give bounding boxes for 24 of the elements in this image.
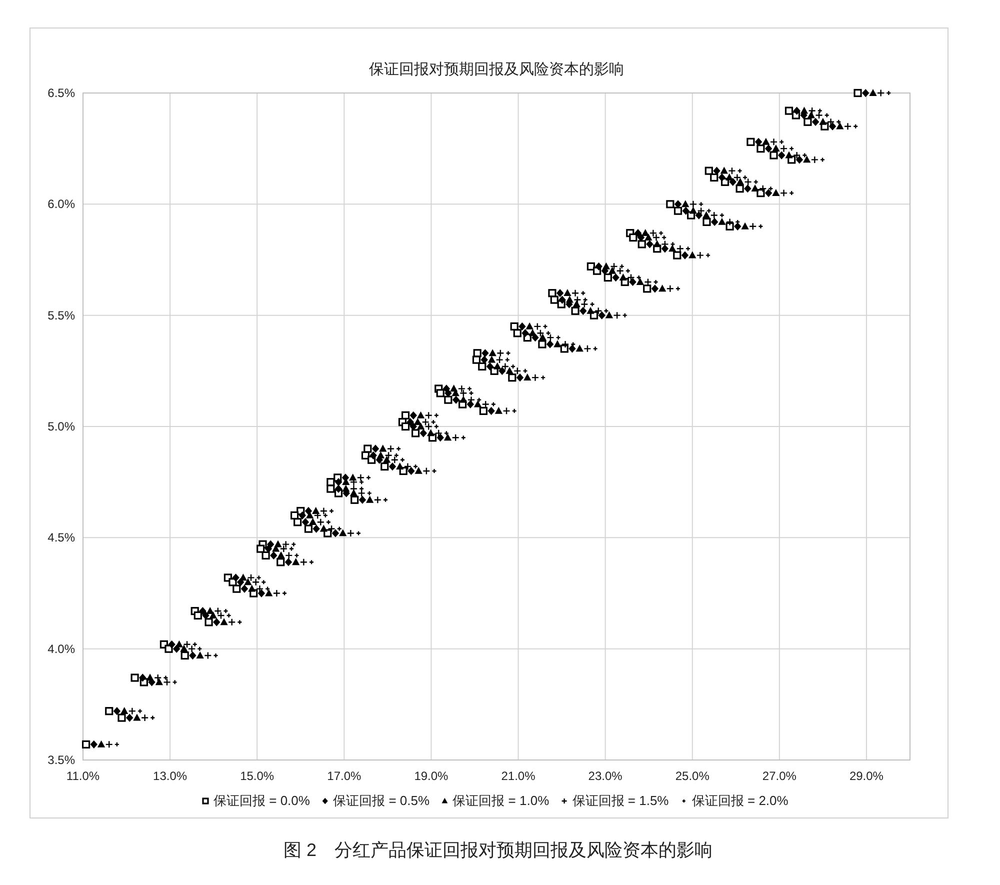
y-tick-label: 6.0%: [48, 197, 76, 212]
legend-label: 保证回报 = 0.5%: [333, 793, 430, 808]
legend-label: 保证回报 = 1.0%: [452, 793, 550, 808]
x-tick-label: 17.0%: [327, 769, 362, 783]
x-tick-label: 19.0%: [414, 769, 449, 783]
y-tick-label: 5.5%: [48, 308, 76, 322]
x-tick-label: 25.0%: [675, 769, 710, 783]
y-tick-label: 6.5%: [48, 86, 76, 100]
x-tick-label: 15.0%: [240, 769, 274, 783]
legend-label: 保证回报 = 1.5%: [572, 793, 670, 808]
caption: 图 2 分红产品保证回报对预期回报及风险资本的影响: [283, 840, 713, 860]
x-tick-label: 27.0%: [762, 769, 797, 783]
x-tick-label: 13.0%: [153, 769, 188, 783]
legend-label: 保证回报 = 0.0%: [214, 793, 310, 808]
y-tick-label: 3.5%: [48, 753, 76, 767]
chart-title: 保证回报对预期回报及风险资本的影响: [369, 61, 624, 78]
y-tick-label: 4.0%: [48, 642, 76, 656]
y-tick-label: 4.5%: [48, 530, 76, 545]
x-tick-label: 29.0%: [849, 769, 884, 783]
x-tick-label: 23.0%: [588, 769, 623, 783]
legend-label: 保证回报 = 2.0%: [692, 793, 789, 808]
y-tick-label: 5.0%: [48, 420, 76, 434]
x-tick-label: 21.0%: [501, 769, 536, 783]
x-tick-label: 11.0%: [66, 769, 100, 783]
